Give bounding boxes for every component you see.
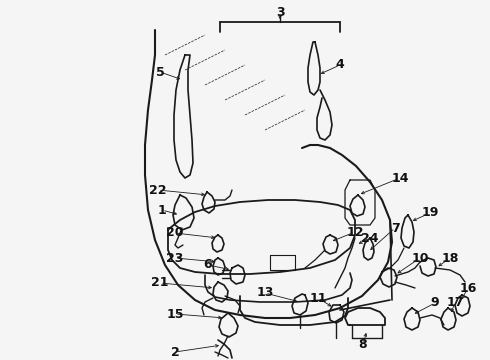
Text: 2: 2	[171, 346, 179, 359]
Text: 12: 12	[346, 225, 364, 238]
Text: 18: 18	[441, 252, 459, 265]
Text: 3: 3	[276, 5, 284, 18]
Text: 24: 24	[361, 231, 379, 244]
Text: 15: 15	[166, 307, 184, 320]
Text: 19: 19	[421, 207, 439, 220]
Text: 10: 10	[411, 252, 429, 265]
Text: 16: 16	[459, 282, 477, 294]
Text: 14: 14	[391, 171, 409, 184]
Text: 11: 11	[309, 292, 327, 305]
Text: 1: 1	[158, 203, 167, 216]
Text: 17: 17	[446, 297, 464, 310]
Text: 6: 6	[204, 258, 212, 271]
Text: 22: 22	[149, 184, 167, 197]
Text: 8: 8	[359, 338, 368, 351]
Text: 20: 20	[166, 226, 184, 239]
Text: 13: 13	[256, 287, 274, 300]
Text: 5: 5	[156, 66, 164, 78]
Text: 21: 21	[151, 276, 169, 289]
Text: 9: 9	[431, 297, 440, 310]
Text: 23: 23	[166, 252, 184, 265]
Text: 7: 7	[391, 221, 399, 234]
Text: 4: 4	[336, 58, 344, 72]
